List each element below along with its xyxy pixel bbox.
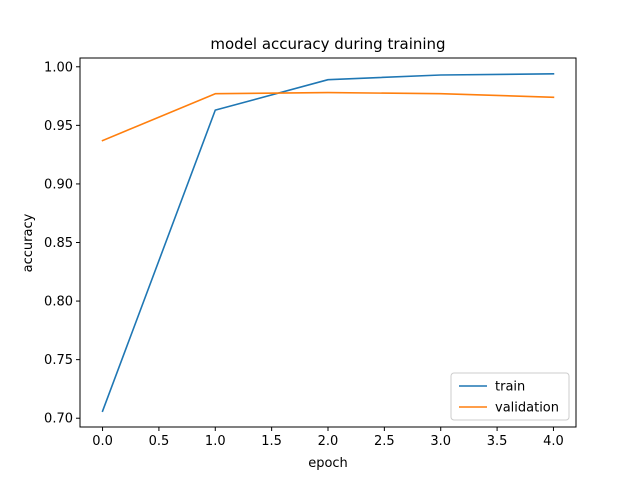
legend: train validation — [450, 372, 570, 421]
x-tick-label-2: 1.0 — [205, 434, 226, 449]
plot-lines — [101, 73, 555, 413]
x-tick-label-8: 4.0 — [543, 434, 564, 449]
legend-box — [450, 372, 570, 421]
y-tick-label-6: 1.00 — [44, 60, 73, 75]
chart-title: model accuracy during training — [210, 35, 445, 53]
x-tick-label-6: 3.0 — [430, 434, 451, 449]
y-axis-label: accuracy — [21, 213, 36, 272]
axes-frame — [79, 57, 577, 428]
y-tick-label-3: 0.85 — [44, 236, 73, 251]
y-tick-label-2: 0.80 — [44, 295, 73, 310]
axis-ticks: 0.0 0.5 1.0 1.5 2.0 2.5 3.0 3.5 4.0 0.70 0.75 0.80 0… — [44, 60, 564, 449]
legend-label-train: train — [495, 380, 525, 395]
x-tick-label-1: 0.5 — [149, 434, 170, 449]
legend-label-validation: validation — [495, 401, 559, 416]
y-tick-label-4: 0.90 — [44, 177, 73, 192]
x-tick-label-4: 2.0 — [318, 434, 339, 449]
x-tick-label-0: 0.0 — [92, 434, 113, 449]
x-axis-label: epoch — [308, 456, 348, 471]
y-tick-label-0: 0.70 — [44, 412, 73, 427]
y-tick-label-1: 0.75 — [44, 353, 73, 368]
x-tick-label-3: 1.5 — [261, 434, 282, 449]
x-tick-label-7: 3.5 — [487, 434, 508, 449]
x-tick-label-5: 2.5 — [374, 434, 395, 449]
y-tick-label-5: 0.95 — [44, 119, 73, 134]
